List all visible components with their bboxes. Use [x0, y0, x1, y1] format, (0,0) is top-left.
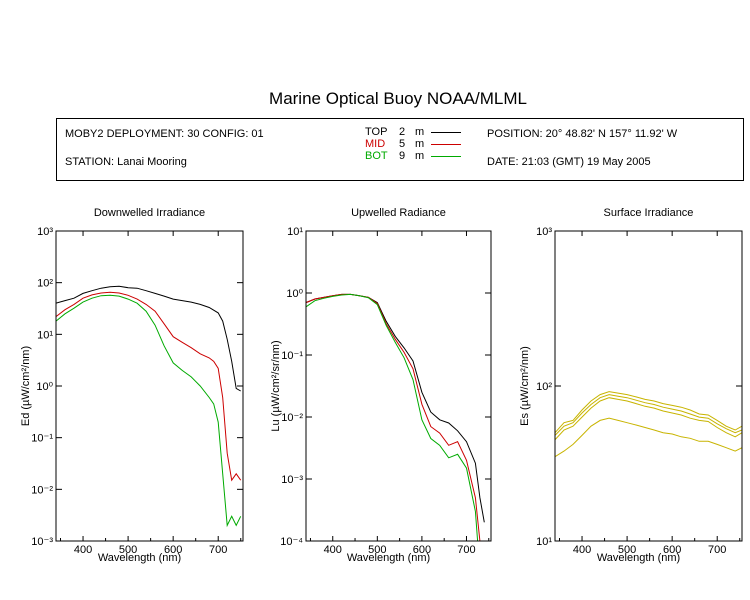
y-tick-label: 10² [536, 381, 552, 393]
x-tick-label: 500 [618, 544, 636, 556]
y-tick-label: 10³ [37, 226, 53, 238]
y-axis-label: Es (µW/cm²/nm) [519, 346, 531, 426]
y-tick-label: 10⁻² [31, 484, 53, 496]
x-axis-label: Wavelength (nm) [347, 552, 430, 564]
x-tick-label: 400 [324, 544, 342, 556]
legend-unit: m [415, 138, 425, 150]
chart-title: Downwelled Irradiance [94, 207, 205, 219]
chart-title: Upwelled Radiance [351, 207, 446, 219]
legend-depth: 5 [399, 138, 406, 150]
y-tick-label: 10¹ [37, 329, 53, 341]
y-tick-label: 10⁻³ [31, 536, 53, 548]
y-tick-label: 10⁰ [36, 381, 53, 393]
legend-unit: m [415, 126, 425, 138]
y-tick-label: 10⁻¹ [281, 350, 303, 362]
x-tick-label: 500 [119, 544, 137, 556]
x-tick-label: 500 [368, 544, 386, 556]
chart-1: Downwelled Irradiance 400 500 600 700 10⁻³ 10⁻… [20, 207, 244, 564]
series-line-es-1 [555, 391, 742, 434]
legend-line [431, 144, 461, 145]
series-line-es-2 [555, 394, 742, 436]
x-tick-label: 700 [708, 544, 726, 556]
plot-frame [554, 230, 743, 542]
chart-title: Surface Irradiance [604, 207, 694, 219]
x-tick-label: 700 [457, 544, 475, 556]
x-axis-label: Wavelength (nm) [597, 552, 680, 564]
legend-depth: 2 [399, 126, 406, 138]
x-tick-label: 600 [164, 544, 182, 556]
legend-line [431, 132, 461, 133]
x-tick-label: 700 [209, 544, 227, 556]
position-text: POSITION: 20° 48.82' N 157° 11.92' W [487, 128, 678, 140]
y-tick-label: 10⁻⁴ [280, 536, 303, 548]
series-line-mid [56, 291, 242, 482]
series-line-mid [306, 293, 481, 541]
series-line-es-4 [555, 417, 742, 458]
legend-depth: 9 [399, 150, 406, 162]
y-tick-label: 10¹ [536, 536, 552, 548]
legend-line [431, 156, 461, 157]
legend-name: TOP [365, 126, 388, 138]
station-text: STATION: Lanai Mooring [65, 156, 187, 168]
info-box: MOBY2 DEPLOYMENT: 30 CONFIG: 01 STATION:… [56, 118, 744, 181]
y-tick-label: 10⁻³ [281, 474, 303, 486]
chart-3: Surface Irradiance 400 500 600 700 10¹ 10² 10³ W… [519, 207, 743, 564]
y-tick-label: 10² [37, 278, 53, 290]
plot-frame [305, 230, 492, 542]
series-line-bot [56, 294, 242, 528]
y-tick-label: 10⁻² [281, 412, 303, 424]
y-tick-label: 10⁰ [286, 288, 303, 300]
x-tick-label: 600 [413, 544, 431, 556]
x-tick-label: 600 [663, 544, 681, 556]
y-axis-label: Ed (µW/cm²/nm) [20, 346, 32, 426]
page-title: Marine Optical Buoy NOAA/MLML [269, 89, 527, 108]
y-tick-label: 10³ [536, 226, 552, 238]
x-axis-label: Wavelength (nm) [98, 552, 181, 564]
plot-frame [55, 230, 244, 542]
x-tick-label: 400 [573, 544, 591, 556]
legend-unit: m [415, 150, 425, 162]
deployment-text: MOBY2 DEPLOYMENT: 30 CONFIG: 01 [65, 128, 264, 140]
legend-name: BOT [365, 150, 388, 162]
y-tick-label: 10⁻¹ [31, 433, 53, 445]
series-line-es-3 [555, 397, 742, 441]
series-line-top [56, 285, 241, 392]
legend-name: MID [365, 138, 386, 150]
x-tick-label: 400 [74, 544, 92, 556]
y-tick-label: 10¹ [287, 226, 303, 238]
series-line-bot [306, 293, 479, 541]
series-line-top [306, 293, 485, 523]
chart-2: Upwelled Radiance 400 500 600 700 10⁻⁴ 10⁻³ 10⁻… [270, 207, 492, 564]
y-axis-label: Lu (µW/cm²/sr/nm) [270, 340, 282, 431]
date-text: DATE: 21:03 (GMT) 19 May 2005 [487, 156, 651, 168]
